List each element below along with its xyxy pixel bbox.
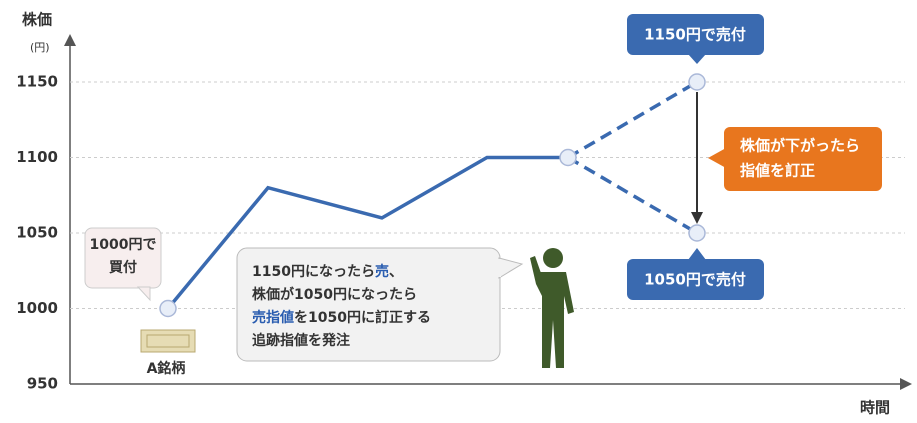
speech-segment: を1050円に訂正する (294, 309, 431, 326)
point (560, 150, 576, 166)
y-tick-label: 1000 (16, 299, 58, 317)
y-tick-label: 1050 (16, 224, 58, 242)
x-label: 時間 (860, 399, 890, 417)
point (689, 74, 705, 90)
speech-segment: 売 (375, 263, 389, 280)
line (568, 82, 697, 158)
certificate (141, 330, 195, 352)
speech-line: 株価が1050円になったら (252, 286, 417, 303)
speech-line: 1150円になったら売、 (252, 263, 403, 280)
y-tick-label: 1150 (16, 73, 58, 91)
sell-low-pointer (688, 248, 706, 260)
speech-tail (499, 258, 522, 278)
speech-segment: 売指値 (252, 309, 294, 326)
chart: 株価 (円) 時間 950 1000 1050 1100 1150 1150円で売付 1… (0, 0, 917, 423)
sell-low-label: 1050円で売付 (644, 271, 746, 289)
sell-high-pointer (688, 54, 706, 64)
y-tick-label: 950 (27, 375, 58, 393)
x-axis-arrow (900, 378, 912, 390)
speech-segment: 1150円になったら (252, 264, 375, 280)
line (568, 158, 697, 234)
speech-tail-cover (498, 259, 501, 277)
buy-bubble-tail (138, 287, 150, 300)
y-label: 株価 (22, 11, 52, 29)
point (689, 225, 705, 241)
speech-segment: 、 (389, 264, 403, 280)
speech-segment: 株価が1050円になったら (252, 286, 417, 303)
stock-name: A銘柄 (147, 360, 186, 377)
buy-line: 買付 (109, 259, 137, 276)
y-tick-label: 1100 (16, 148, 58, 166)
buy-line: 1000円で (90, 237, 157, 253)
revise-pointer (708, 148, 726, 168)
person (530, 248, 574, 368)
speech-line: 追跡指値を発注 (252, 332, 350, 349)
point (160, 301, 176, 317)
y-unit: (円) (30, 41, 50, 54)
sell-high-label: 1150円で売付 (644, 26, 746, 44)
revise-arrow-head (691, 212, 703, 224)
y-axis-arrow (64, 34, 76, 46)
speech-segment: 追跡指値を発注 (252, 332, 350, 349)
revise-line: 株価が下がったら (740, 137, 860, 155)
revise-line: 指値を訂正 (740, 162, 815, 180)
speech-line: 売指値を1050円に訂正する (252, 309, 431, 326)
